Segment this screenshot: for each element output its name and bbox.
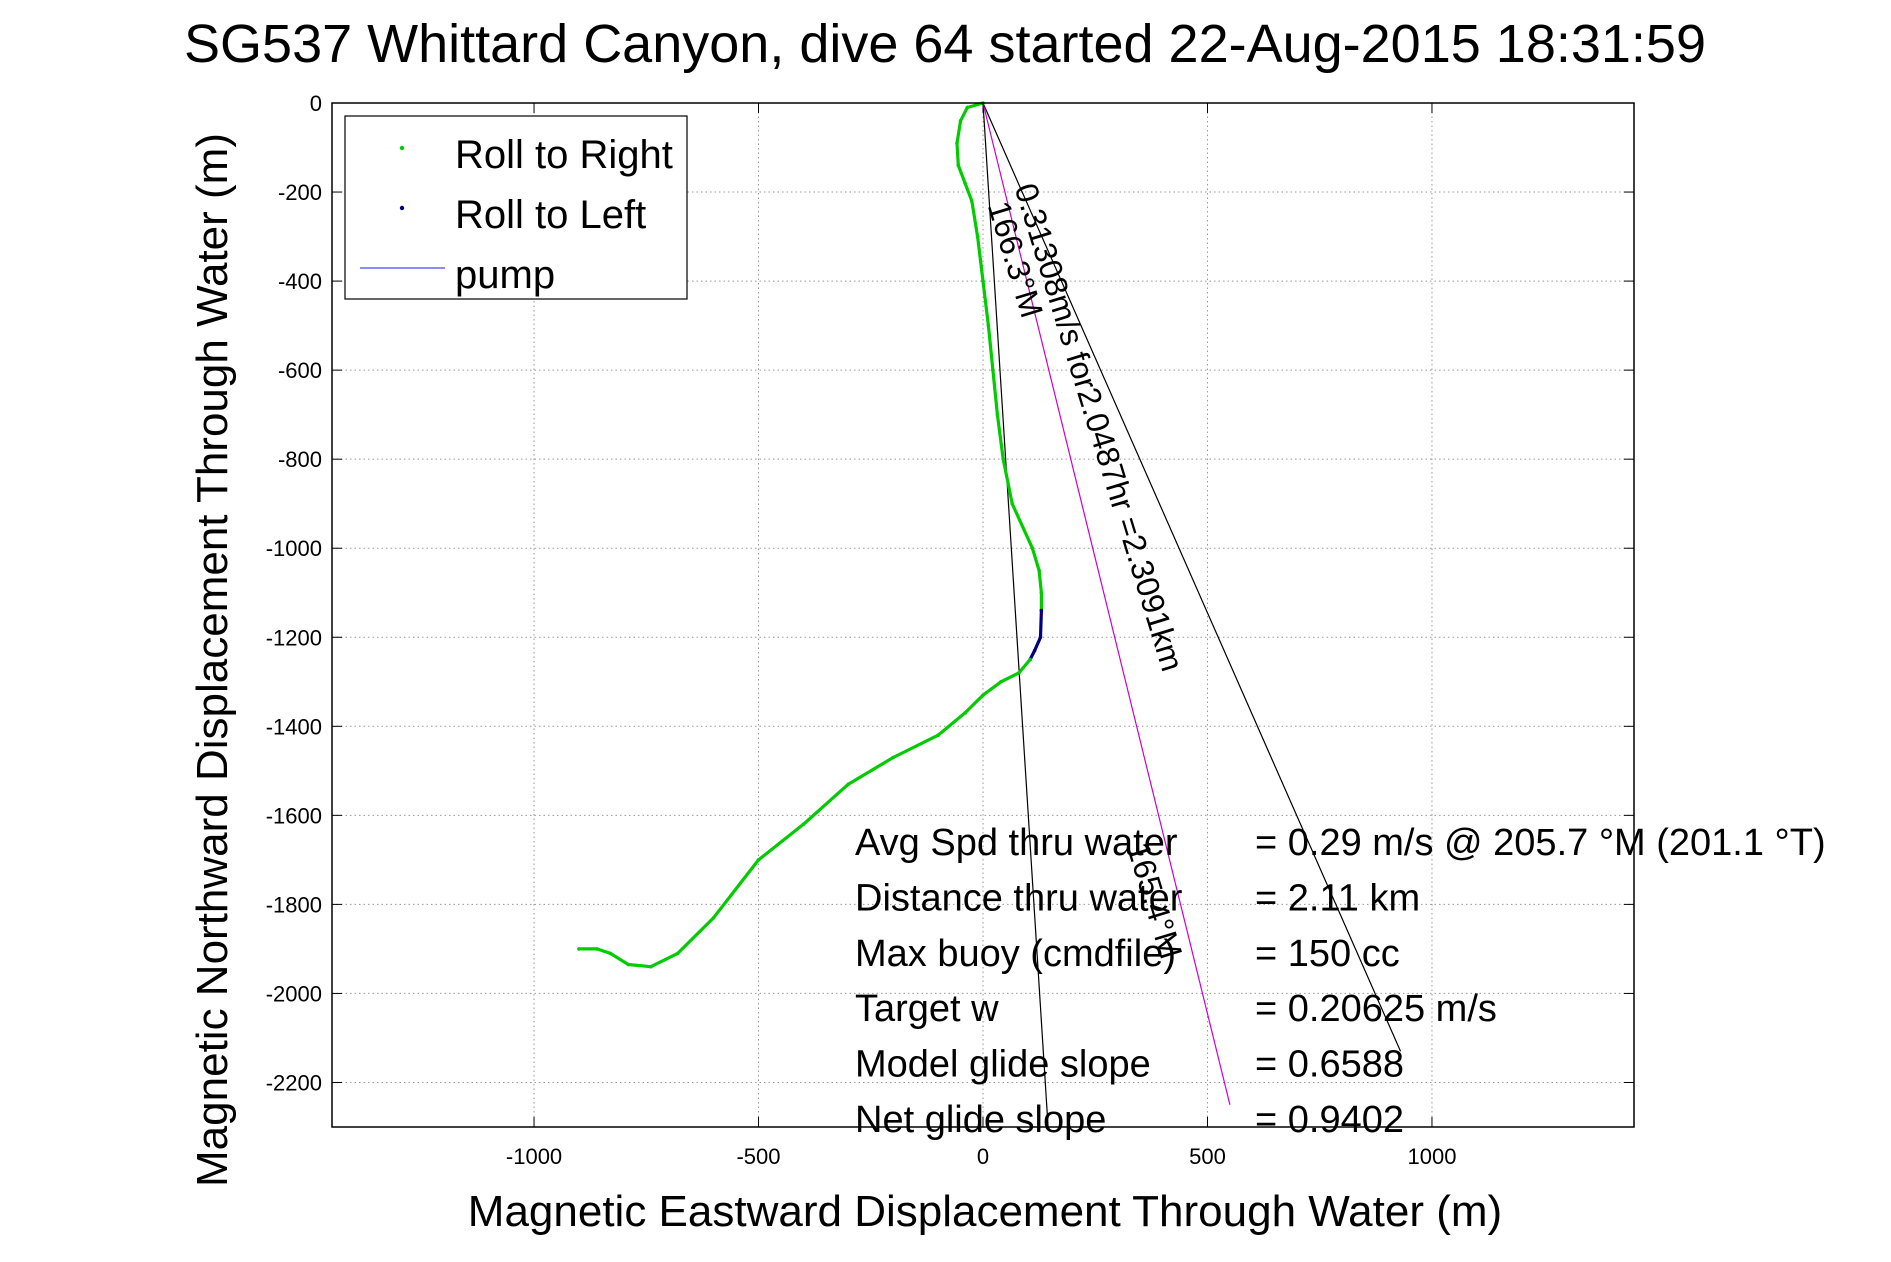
x-tick-label: 500 [1189,1144,1226,1169]
data-point [1032,648,1037,653]
stat-label: Max buoy (cmdfile) [855,933,1176,975]
data-point [1028,657,1032,662]
data-series [577,101,1402,1128]
legend-label: Roll to Left [455,193,646,237]
data-point [995,412,1000,417]
stat-label: Model glide slope [855,1044,1151,1086]
y-tick-label: -1000 [266,536,322,561]
data-point [936,733,940,738]
stat-label: Net glide slope [855,1099,1106,1141]
y-tick-label: -200 [278,180,322,205]
y-tick-label: -1200 [266,625,322,650]
y-tick-label: -2000 [266,981,322,1006]
stat-value: = 0.6588 [1255,1044,1404,1086]
data-point [595,947,599,951]
data-point [969,199,974,203]
data-point [965,105,970,110]
axis-ticks: -1000 -500 0 500 1000 0 -200 -400 -600 -800 -1000 -… [266,91,1634,1169]
reference-line [982,102,1402,1052]
data-point [999,679,1003,684]
y-tick-label: -1600 [266,803,322,828]
data-point [756,858,761,862]
y-axis-label: Magnetic Northward Displacement Through … [188,133,237,1187]
y-tick-label: -1400 [266,714,322,739]
stats-block: Avg Spd thru water = 0.29 m/s @ 205.7 °M … [855,822,1826,1141]
data-point [1037,568,1041,573]
stat-label: Target w [855,988,999,1030]
data-point [975,234,980,239]
x-tick-label: 0 [977,1144,989,1169]
data-point [963,181,967,185]
x-tick-label: -500 [736,1144,780,1169]
y-tick-label: 0 [310,91,322,116]
series-line [955,101,1044,611]
y-tick-label: -400 [278,269,322,294]
data-point [1017,671,1021,675]
data-point [1030,546,1035,551]
y-tick-label: -2200 [266,1070,322,1095]
y-tick-label: -600 [278,358,322,383]
legend-swatch-dot [399,145,405,151]
data-point [675,951,680,956]
data-point [1039,608,1044,613]
x-tick-label: 1000 [1407,1144,1456,1169]
data-point [891,755,896,760]
stat-label: Avg Spd thru water [855,822,1178,864]
stat-label: Distance thru water [855,877,1183,919]
y-tick-label: -800 [278,447,322,472]
legend: Roll to Right Roll to Left pump [344,115,688,300]
data-point [958,119,963,123]
data-point [1038,635,1043,640]
data-point [981,693,985,697]
x-tick-label: -1000 [506,1144,562,1169]
data-point [846,782,851,786]
data-point [991,368,995,372]
series-line [1028,610,1043,661]
legend-swatch-dot [399,205,405,211]
data-point [801,822,806,827]
x-axis-label: Magnetic Eastward Displacement Through W… [468,1187,1502,1236]
legend-label: Roll to Right [455,133,673,177]
stat-value: = 150 cc [1255,933,1400,975]
data-point [711,915,716,920]
data-point [626,962,631,967]
legend-label: pump [455,253,555,297]
data-point [956,163,961,168]
data-point [577,947,581,951]
stat-value: = 0.9402 [1255,1099,1404,1141]
stat-value: = 0.29 m/s @ 205.7 °M (201.1 °T) [1255,822,1826,864]
data-point [955,141,959,145]
data-point [648,964,653,969]
data-point [1001,457,1006,461]
data-point [1010,501,1014,506]
data-point [963,711,967,715]
data-point [986,323,991,328]
stat-value: = 2.11 km [1255,877,1420,919]
data-point [608,951,613,956]
reference-line [982,102,1049,1128]
chart-title: SG537 Whittard Canyon, dive 64 started 2… [184,14,1706,74]
data-point [1039,590,1044,595]
reference-line [982,102,1231,1105]
data-point [981,279,985,283]
y-tick-label: -1800 [266,892,322,917]
stat-value: = 0.20625 m/s [1255,988,1497,1030]
